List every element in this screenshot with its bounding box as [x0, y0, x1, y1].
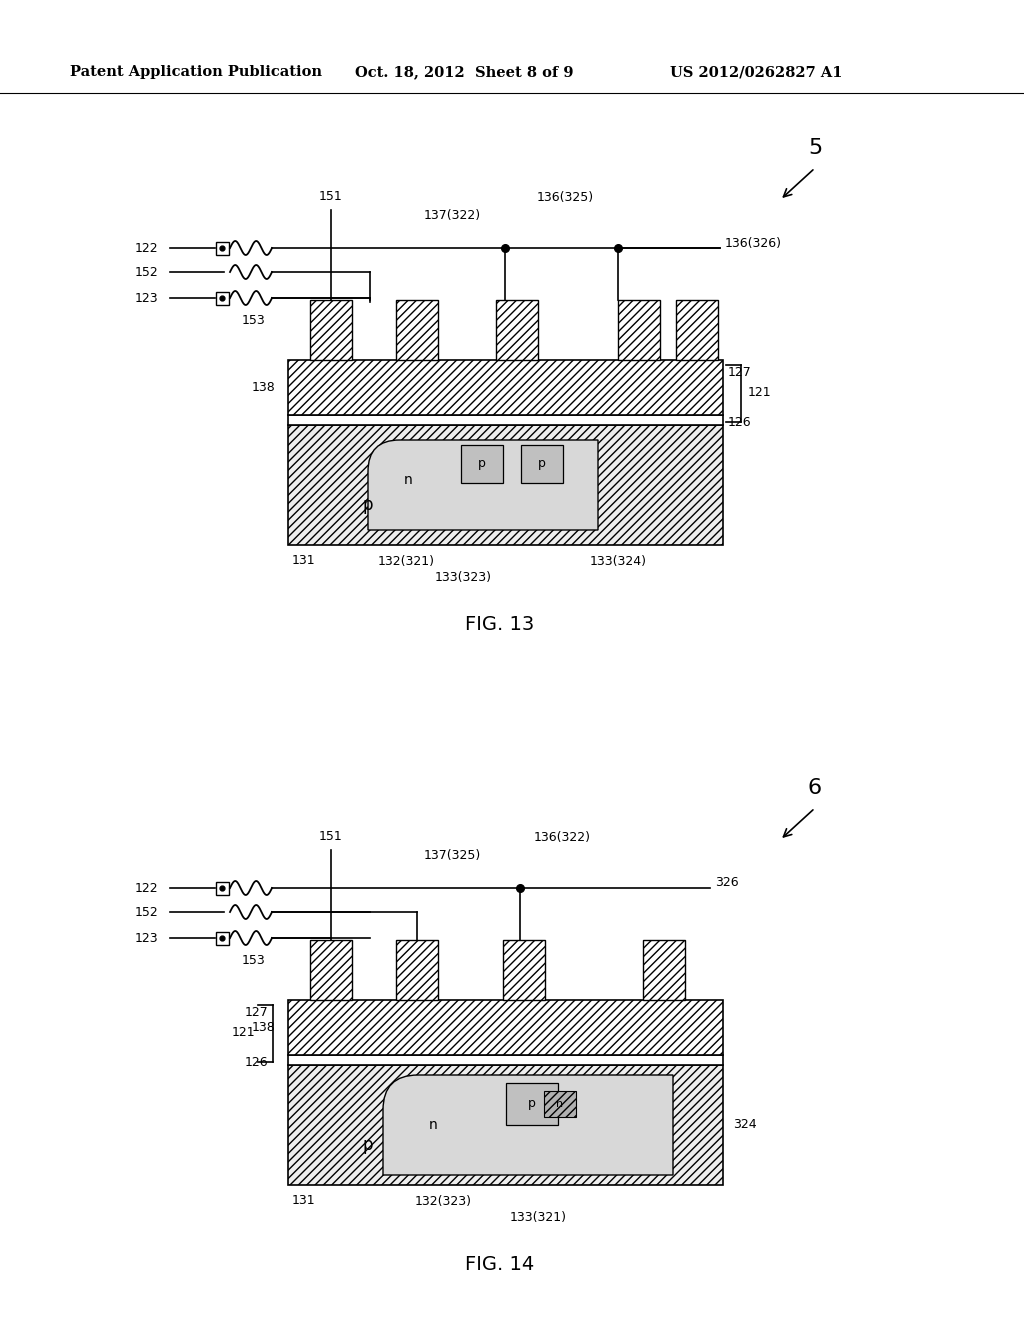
- Bar: [521, 445, 563, 483]
- Bar: [288, 360, 723, 414]
- Text: 132(321): 132(321): [378, 554, 434, 568]
- Text: p: p: [362, 496, 374, 513]
- Text: 152: 152: [134, 906, 158, 919]
- Text: 133(324): 133(324): [590, 554, 646, 568]
- Bar: [215, 932, 228, 945]
- Text: p: p: [478, 458, 486, 470]
- Text: 123: 123: [134, 293, 158, 305]
- Text: 5: 5: [808, 139, 822, 158]
- Text: Patent Application Publication: Patent Application Publication: [70, 65, 322, 79]
- Bar: [396, 300, 438, 360]
- Text: 121: 121: [748, 385, 772, 399]
- Text: n: n: [403, 473, 413, 487]
- Text: 137(322): 137(322): [424, 209, 480, 222]
- Text: 151: 151: [319, 190, 343, 203]
- Bar: [461, 445, 503, 483]
- Bar: [506, 1082, 558, 1125]
- Bar: [215, 292, 228, 305]
- Text: p: p: [528, 1097, 536, 1110]
- Text: 151: 151: [319, 830, 343, 843]
- Bar: [288, 425, 723, 545]
- Text: 132(323): 132(323): [415, 1195, 471, 1208]
- Bar: [676, 300, 718, 360]
- Bar: [215, 242, 228, 255]
- Text: 133(321): 133(321): [510, 1212, 566, 1225]
- Text: 138: 138: [251, 1020, 275, 1034]
- Text: 152: 152: [134, 265, 158, 279]
- Bar: [544, 1092, 575, 1117]
- Text: 136(325): 136(325): [537, 191, 594, 205]
- Text: 153: 153: [242, 953, 265, 966]
- Text: 123: 123: [134, 932, 158, 945]
- Bar: [310, 940, 352, 1001]
- Text: 137(325): 137(325): [423, 849, 480, 862]
- Text: n: n: [556, 1100, 563, 1109]
- Bar: [310, 300, 352, 360]
- Bar: [496, 300, 538, 360]
- Text: 131: 131: [291, 554, 314, 568]
- Text: 136(322): 136(322): [534, 832, 591, 845]
- Bar: [288, 1065, 723, 1185]
- Text: 324: 324: [733, 1118, 757, 1131]
- Bar: [215, 882, 228, 895]
- Text: 153: 153: [242, 314, 265, 326]
- Text: 131: 131: [291, 1195, 314, 1208]
- Text: 136(326): 136(326): [725, 236, 782, 249]
- Text: p: p: [538, 458, 546, 470]
- Text: 122: 122: [134, 242, 158, 255]
- Text: US 2012/0262827 A1: US 2012/0262827 A1: [670, 65, 843, 79]
- Text: 121: 121: [231, 1026, 255, 1039]
- Text: 127: 127: [728, 366, 752, 379]
- Bar: [643, 940, 685, 1001]
- Text: 138: 138: [251, 381, 275, 393]
- Bar: [288, 414, 723, 425]
- PathPatch shape: [368, 440, 598, 531]
- Text: 126: 126: [245, 1056, 268, 1068]
- Text: 127: 127: [245, 1006, 268, 1019]
- Text: 122: 122: [134, 882, 158, 895]
- Bar: [618, 300, 660, 360]
- PathPatch shape: [383, 1074, 673, 1175]
- Text: FIG. 13: FIG. 13: [465, 615, 535, 635]
- Text: FIG. 14: FIG. 14: [465, 1255, 535, 1275]
- Text: 326: 326: [715, 876, 738, 890]
- Text: Oct. 18, 2012  Sheet 8 of 9: Oct. 18, 2012 Sheet 8 of 9: [355, 65, 573, 79]
- Bar: [396, 940, 438, 1001]
- Text: 6: 6: [808, 777, 822, 799]
- Text: 126: 126: [728, 416, 752, 429]
- Bar: [503, 940, 545, 1001]
- Bar: [288, 1001, 723, 1055]
- Bar: [288, 1055, 723, 1065]
- Text: 133(323): 133(323): [434, 572, 492, 585]
- Text: n: n: [429, 1118, 437, 1133]
- Text: p: p: [362, 1137, 374, 1154]
